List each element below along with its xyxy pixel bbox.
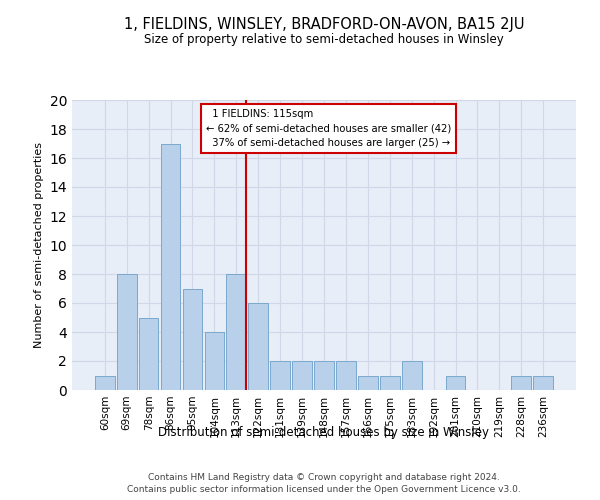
Bar (314, 361, 334, 390)
Bar (139, 318, 158, 390)
Bar (402, 361, 422, 390)
Bar (248, 303, 268, 390)
Bar (205, 332, 224, 390)
Text: 1 FIELDINS: 115sqm
← 62% of semi-detached houses are smaller (42)
  37% of semi-: 1 FIELDINS: 115sqm ← 62% of semi-detache… (206, 108, 451, 148)
Y-axis label: Number of semi-detached properties: Number of semi-detached properties (34, 142, 44, 348)
Bar (270, 361, 290, 390)
Bar (117, 274, 137, 390)
Text: Distribution of semi-detached houses by size in Winsley: Distribution of semi-detached houses by … (158, 426, 490, 439)
Text: Contains HM Land Registry data © Crown copyright and database right 2024.: Contains HM Land Registry data © Crown c… (148, 473, 500, 482)
Bar (533, 376, 553, 390)
Text: 1, FIELDINS, WINSLEY, BRADFORD-ON-AVON, BA15 2JU: 1, FIELDINS, WINSLEY, BRADFORD-ON-AVON, … (124, 18, 524, 32)
Bar (511, 376, 531, 390)
Bar (292, 361, 312, 390)
Bar (446, 376, 466, 390)
Bar (182, 288, 202, 390)
Bar (336, 361, 356, 390)
Bar (95, 376, 115, 390)
Bar (358, 376, 378, 390)
Bar (380, 376, 400, 390)
Bar (161, 144, 181, 390)
Bar (226, 274, 246, 390)
Text: Size of property relative to semi-detached houses in Winsley: Size of property relative to semi-detach… (144, 32, 504, 46)
Text: Contains public sector information licensed under the Open Government Licence v3: Contains public sector information licen… (127, 484, 521, 494)
